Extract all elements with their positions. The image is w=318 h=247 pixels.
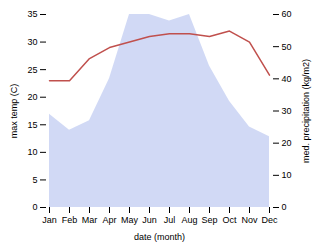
- svg-text:10: 10: [282, 170, 292, 180]
- svg-text:date (month): date (month): [134, 232, 185, 242]
- svg-text:Mar: Mar: [82, 215, 98, 225]
- svg-text:May: May: [121, 215, 139, 225]
- svg-text:0: 0: [32, 202, 37, 212]
- svg-text:20: 20: [27, 92, 37, 102]
- svg-text:25: 25: [27, 65, 37, 75]
- svg-text:20: 20: [282, 138, 292, 148]
- svg-text:Sep: Sep: [201, 215, 217, 225]
- svg-text:med. precipitation (kg/m2): med. precipitation (kg/m2): [301, 59, 311, 163]
- svg-text:60: 60: [282, 9, 292, 19]
- svg-text:15: 15: [27, 120, 37, 130]
- svg-text:Jan: Jan: [42, 215, 57, 225]
- svg-text:Aug: Aug: [181, 215, 197, 225]
- svg-text:Apr: Apr: [102, 215, 116, 225]
- svg-text:40: 40: [282, 74, 292, 84]
- svg-text:Jun: Jun: [142, 215, 157, 225]
- svg-text:Jul: Jul: [164, 215, 176, 225]
- svg-text:50: 50: [282, 42, 292, 52]
- svg-text:Dec: Dec: [261, 215, 278, 225]
- svg-text:35: 35: [27, 9, 37, 19]
- svg-text:10: 10: [27, 147, 37, 157]
- svg-text:30: 30: [282, 106, 292, 116]
- svg-text:Feb: Feb: [62, 215, 78, 225]
- svg-text:5: 5: [32, 175, 37, 185]
- svg-text:0: 0: [282, 202, 287, 212]
- svg-text:Oct: Oct: [222, 215, 237, 225]
- svg-text:Nov: Nov: [241, 215, 258, 225]
- svg-text:30: 30: [27, 37, 37, 47]
- svg-text:max temp (C): max temp (C): [9, 84, 19, 139]
